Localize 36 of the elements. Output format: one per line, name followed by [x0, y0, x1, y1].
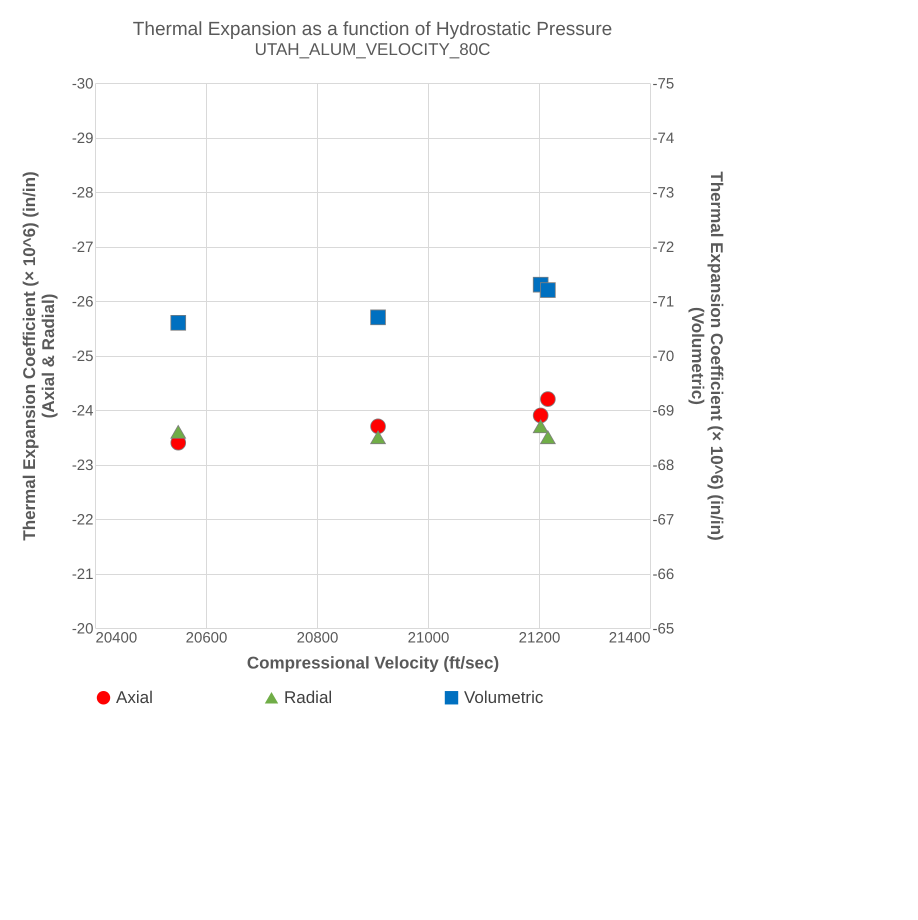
chart-subtitle: UTAH_ALUM_VELOCITY_80C: [254, 40, 490, 59]
y-tick-label: -30: [72, 76, 94, 92]
x-tick-label: 21000: [408, 630, 450, 646]
y2-tick-label: -74: [652, 130, 674, 147]
y-tick-label: -27: [72, 239, 94, 256]
y2-tick-label: -73: [652, 184, 674, 202]
legend-label: Axial: [116, 688, 153, 707]
legend-label: Radial: [284, 688, 332, 707]
y2-tick-label: -70: [652, 348, 674, 365]
y2-axis-title: Thermal Expansion Coefficient (× 10^6) (in/in) (Volumetric): [688, 171, 726, 541]
chart-title: Thermal Expansion as a function of Hydrostatic Pressure: [132, 19, 612, 40]
y-tick-label: -20: [72, 620, 94, 638]
y-axis-title: Thermal Expansion Coefficient (× 10^6) (in/in) (Axial & Radial): [20, 171, 58, 541]
y-tick-label: -26: [72, 294, 94, 310]
x-tick-label: 21400: [608, 630, 650, 646]
y-tick-label: -24: [72, 402, 94, 420]
x-axis-title: Compressional Velocity (ft/sec): [246, 654, 500, 672]
y-tick-label: -23: [72, 457, 94, 474]
y2-tick-label: -67: [652, 512, 674, 528]
x-tick-label: 20800: [296, 630, 338, 646]
legend-label: Volumetric: [464, 688, 544, 707]
x-tick-label: 20400: [96, 630, 138, 646]
x-tick-label: 20600: [186, 630, 228, 646]
y2-tick-label: -66: [652, 566, 674, 583]
y2-tick-label: -71: [652, 294, 674, 310]
y2-tick-label: -72: [652, 239, 674, 256]
y-tick-label: -21: [72, 566, 94, 583]
x-tick-label: 21200: [518, 630, 560, 646]
y2-tick-label: -68: [652, 457, 674, 474]
y2-tick-label: -75: [652, 76, 674, 92]
y2-tick-label: -69: [652, 402, 674, 420]
y-tick-label: -29: [72, 130, 94, 147]
y-tick-label: -28: [72, 184, 94, 202]
y-tick-label: -22: [72, 512, 94, 528]
y2-tick-label: -65: [652, 620, 674, 638]
y-tick-label: -25: [72, 348, 94, 365]
